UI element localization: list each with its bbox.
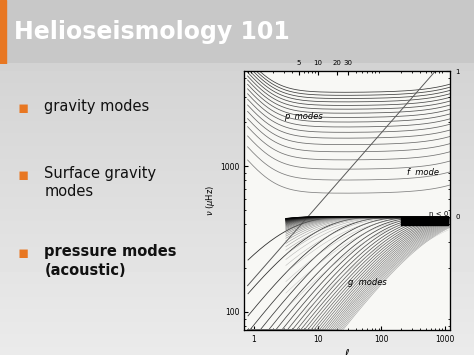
Text: ▪: ▪ — [17, 166, 28, 184]
Bar — [0, 0, 6, 64]
X-axis label: $\ell$: $\ell$ — [344, 347, 350, 355]
Text: g  modes: g modes — [348, 278, 387, 287]
Text: p  modes: p modes — [284, 112, 323, 121]
Text: n < 0: n < 0 — [428, 211, 448, 217]
Text: ▪: ▪ — [17, 244, 28, 262]
Text: Surface gravity
modes: Surface gravity modes — [45, 166, 156, 200]
Text: pressure modes
(acoustic): pressure modes (acoustic) — [45, 244, 177, 278]
Text: f  mode: f mode — [407, 168, 439, 178]
Text: gravity modes: gravity modes — [45, 99, 150, 114]
Y-axis label: $\nu$ ($\mu$Hz): $\nu$ ($\mu$Hz) — [204, 185, 217, 216]
Text: Helioseismology 101: Helioseismology 101 — [14, 20, 290, 44]
Text: ▪: ▪ — [17, 99, 28, 117]
